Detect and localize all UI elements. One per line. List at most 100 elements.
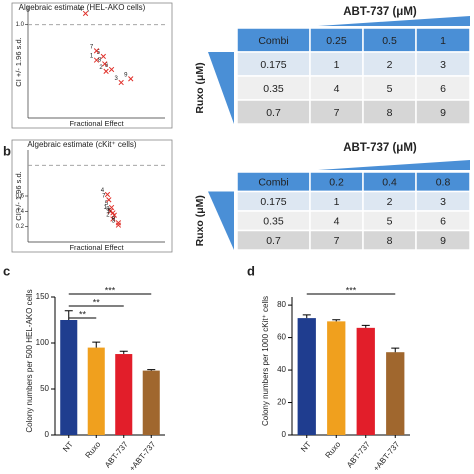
point-label: 2 — [106, 213, 110, 219]
error-bar — [64, 310, 73, 320]
point-label: 7 — [90, 44, 94, 50]
error-bar — [119, 350, 128, 355]
point — [106, 197, 112, 203]
table-cell — [415, 27, 471, 53]
point-label: 1 — [104, 205, 108, 211]
table-cell-text: 0.8 — [436, 177, 451, 189]
y-tick-label: 150 — [36, 292, 50, 301]
point-label: 1 — [90, 54, 94, 60]
y-tick-label: 0.6 — [16, 194, 25, 200]
table-cell-text: 6 — [440, 216, 446, 228]
table-cell-text: 0.7 — [266, 107, 281, 119]
table-cell-text: 0.25 — [326, 35, 347, 47]
table-cell-text: 2 — [387, 59, 393, 71]
y-tick-label: 60 — [277, 333, 286, 342]
point — [108, 66, 115, 73]
table-cell-text: 8 — [387, 107, 393, 119]
bar — [386, 352, 405, 435]
y-tick-label: 0.2 — [16, 224, 25, 230]
error-bar — [361, 324, 370, 328]
table-cell-text: 0.175 — [260, 59, 286, 71]
x-tick-label: +ABT-737 — [371, 439, 401, 473]
point-label: 9 — [112, 216, 116, 222]
x-tick-label: Ruxo — [323, 439, 342, 460]
wedge — [318, 16, 470, 26]
y-axis-label: Colony numbers per 500 HEL-AKO cells — [25, 289, 34, 432]
point — [93, 57, 100, 63]
error-bar — [332, 319, 341, 322]
wedge — [208, 52, 234, 124]
point-label: 2 — [99, 65, 103, 71]
x-tick-label: ABT-737 — [345, 439, 372, 469]
table-cell-text: 0.175 — [260, 196, 286, 208]
table-cell-text: Combi — [258, 177, 288, 189]
wedge — [208, 191, 234, 250]
panel-label: d — [247, 263, 255, 278]
point — [107, 208, 113, 214]
significance-label: ** — [93, 297, 101, 307]
table-cell — [415, 229, 471, 251]
error-bar — [302, 314, 311, 319]
table-cell — [415, 75, 471, 101]
point-label: 8 — [98, 57, 102, 63]
table-cell-text: 6 — [440, 83, 446, 95]
bar — [60, 320, 78, 435]
x-tick-label: +ABT-737 — [127, 439, 157, 473]
table-title: ABT-737 (μM) — [343, 142, 417, 154]
bar — [142, 370, 160, 435]
chart-title: Algebraic estimate (HEL-AKO cells) — [19, 3, 146, 12]
y-tick-label: 0 — [45, 430, 50, 439]
table-cell-text: 0.7 — [266, 235, 281, 247]
table-cell-text: 3 — [440, 196, 446, 208]
x-axis-label: Fractional Effect — [69, 243, 124, 252]
significance-label: *** — [105, 285, 116, 295]
table-cell-text: 0.35 — [263, 83, 284, 95]
plot-frame — [11, 139, 173, 253]
table-cell-text: Combi — [258, 35, 288, 47]
table-cell-text: 9 — [440, 107, 446, 119]
point — [104, 191, 111, 198]
point — [118, 79, 124, 86]
error-bar — [147, 369, 156, 371]
point-label: 5 — [105, 201, 109, 207]
table-cell — [362, 99, 417, 125]
point-label: 6 — [108, 209, 112, 215]
point — [110, 216, 116, 222]
table-cell — [362, 75, 417, 101]
y-tick-label: 80 — [277, 300, 286, 309]
bar — [87, 347, 105, 435]
error-bar — [92, 341, 101, 348]
panel-label: c — [3, 263, 10, 278]
y-axis-label: CI +/- 1.96 s.d. — [14, 37, 23, 86]
table-cell — [415, 51, 471, 77]
table-cell-text: 0.5 — [382, 35, 397, 47]
point — [115, 222, 122, 228]
point-label: 3 — [112, 219, 116, 225]
point — [115, 220, 122, 226]
x-tick-label: Ruxo — [83, 439, 102, 460]
table-cell-text: 0.2 — [329, 177, 344, 189]
table-cell — [415, 99, 471, 125]
table-cell-text: 4 — [334, 83, 340, 95]
point — [103, 68, 109, 74]
wedge — [318, 160, 470, 170]
point-label: 4 — [79, 7, 83, 13]
point — [102, 61, 108, 67]
y-tick-label: 20 — [277, 398, 286, 407]
point — [128, 76, 134, 82]
table-cell-text: 1 — [440, 35, 446, 47]
table-cell-text: 3 — [440, 59, 446, 71]
table-title: ABT-737 (μM) — [343, 6, 417, 18]
bar — [356, 327, 375, 435]
y-tick-label: 40 — [277, 365, 286, 374]
x-tick-label: NT — [299, 440, 313, 454]
y-axis-label: Colony numbers per 1000 cKit⁺ cells — [261, 296, 270, 426]
bar — [327, 321, 346, 435]
table-cell — [236, 51, 311, 77]
significance-label: ** — [79, 309, 87, 319]
table-cell-text: 5 — [387, 83, 393, 95]
table-cell-text: 1 — [334, 59, 340, 71]
point — [82, 10, 89, 17]
table-cell-text: 0.35 — [263, 216, 284, 228]
